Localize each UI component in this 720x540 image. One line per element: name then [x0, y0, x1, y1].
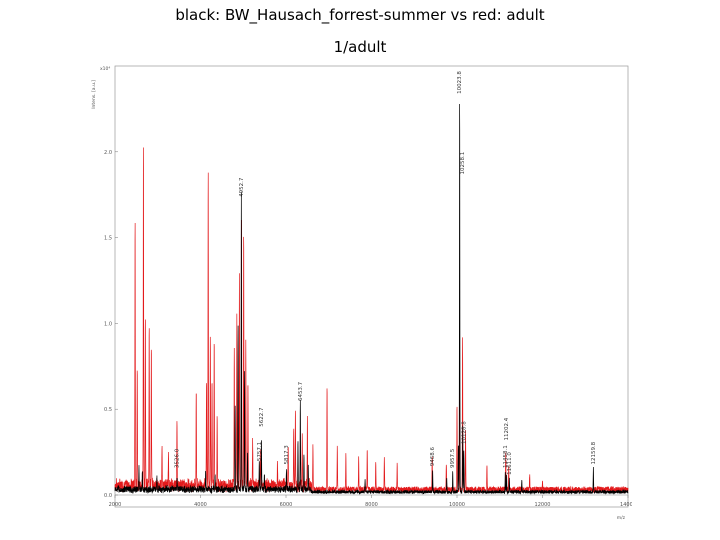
y-tick-label: 1.5: [104, 236, 112, 242]
series-line-red: [114, 147, 629, 494]
x-tick-label: 6000: [280, 502, 293, 508]
x-tick-label: 8000: [365, 502, 378, 508]
peak-label: 9957.5: [450, 448, 456, 468]
y-tick-label: 1.0: [104, 321, 112, 327]
peak-label: 3526.0: [174, 448, 180, 468]
y-axis-label: Intens. [a.u.]: [91, 80, 97, 109]
x-tick-label: 2000: [109, 502, 122, 508]
x-axis-label: m/z: [617, 515, 626, 521]
plot-frame: [114, 65, 629, 508]
peak-label: 11458.1: [503, 445, 509, 468]
x-tick-label: 4000: [194, 502, 207, 508]
series-line-black: [114, 104, 629, 495]
y-tick-label: 0.5: [104, 407, 112, 413]
x-tick-label: 12000: [535, 502, 551, 508]
mass-spectrum-chart: 10023.8 10258.1 4952.7 5622.7 3526.0 5757.1 58…: [91, 65, 632, 521]
y-tick-label: 0.0: [104, 493, 112, 499]
peak-label: 11202.4: [504, 417, 510, 440]
x-tick-label: 10000: [449, 502, 465, 508]
slide-title: black: BW_Hausach_forrest-summer vs red:…: [175, 6, 545, 24]
peak-label: 5622.7: [259, 407, 265, 427]
peak-label: 10128.8: [461, 421, 467, 444]
peak-label: 11611.0: [507, 452, 513, 475]
peak-label: 4952.7: [239, 177, 245, 197]
y-tick-label: 2.0: [104, 150, 112, 156]
y-axis-multiplier: x10⁴: [100, 66, 110, 72]
peak-label: 5817.3: [284, 445, 290, 465]
peak-label: 10258.1: [460, 152, 466, 175]
slide-subtitle: 1/adult: [333, 38, 387, 56]
peak-label: 5757.1: [257, 442, 263, 461]
peak-label: 9468.6: [430, 447, 436, 467]
peak-label: 10023.8: [457, 71, 463, 94]
peak-label: 6453.7: [298, 381, 304, 401]
peak-label: 12159.8: [591, 441, 597, 464]
